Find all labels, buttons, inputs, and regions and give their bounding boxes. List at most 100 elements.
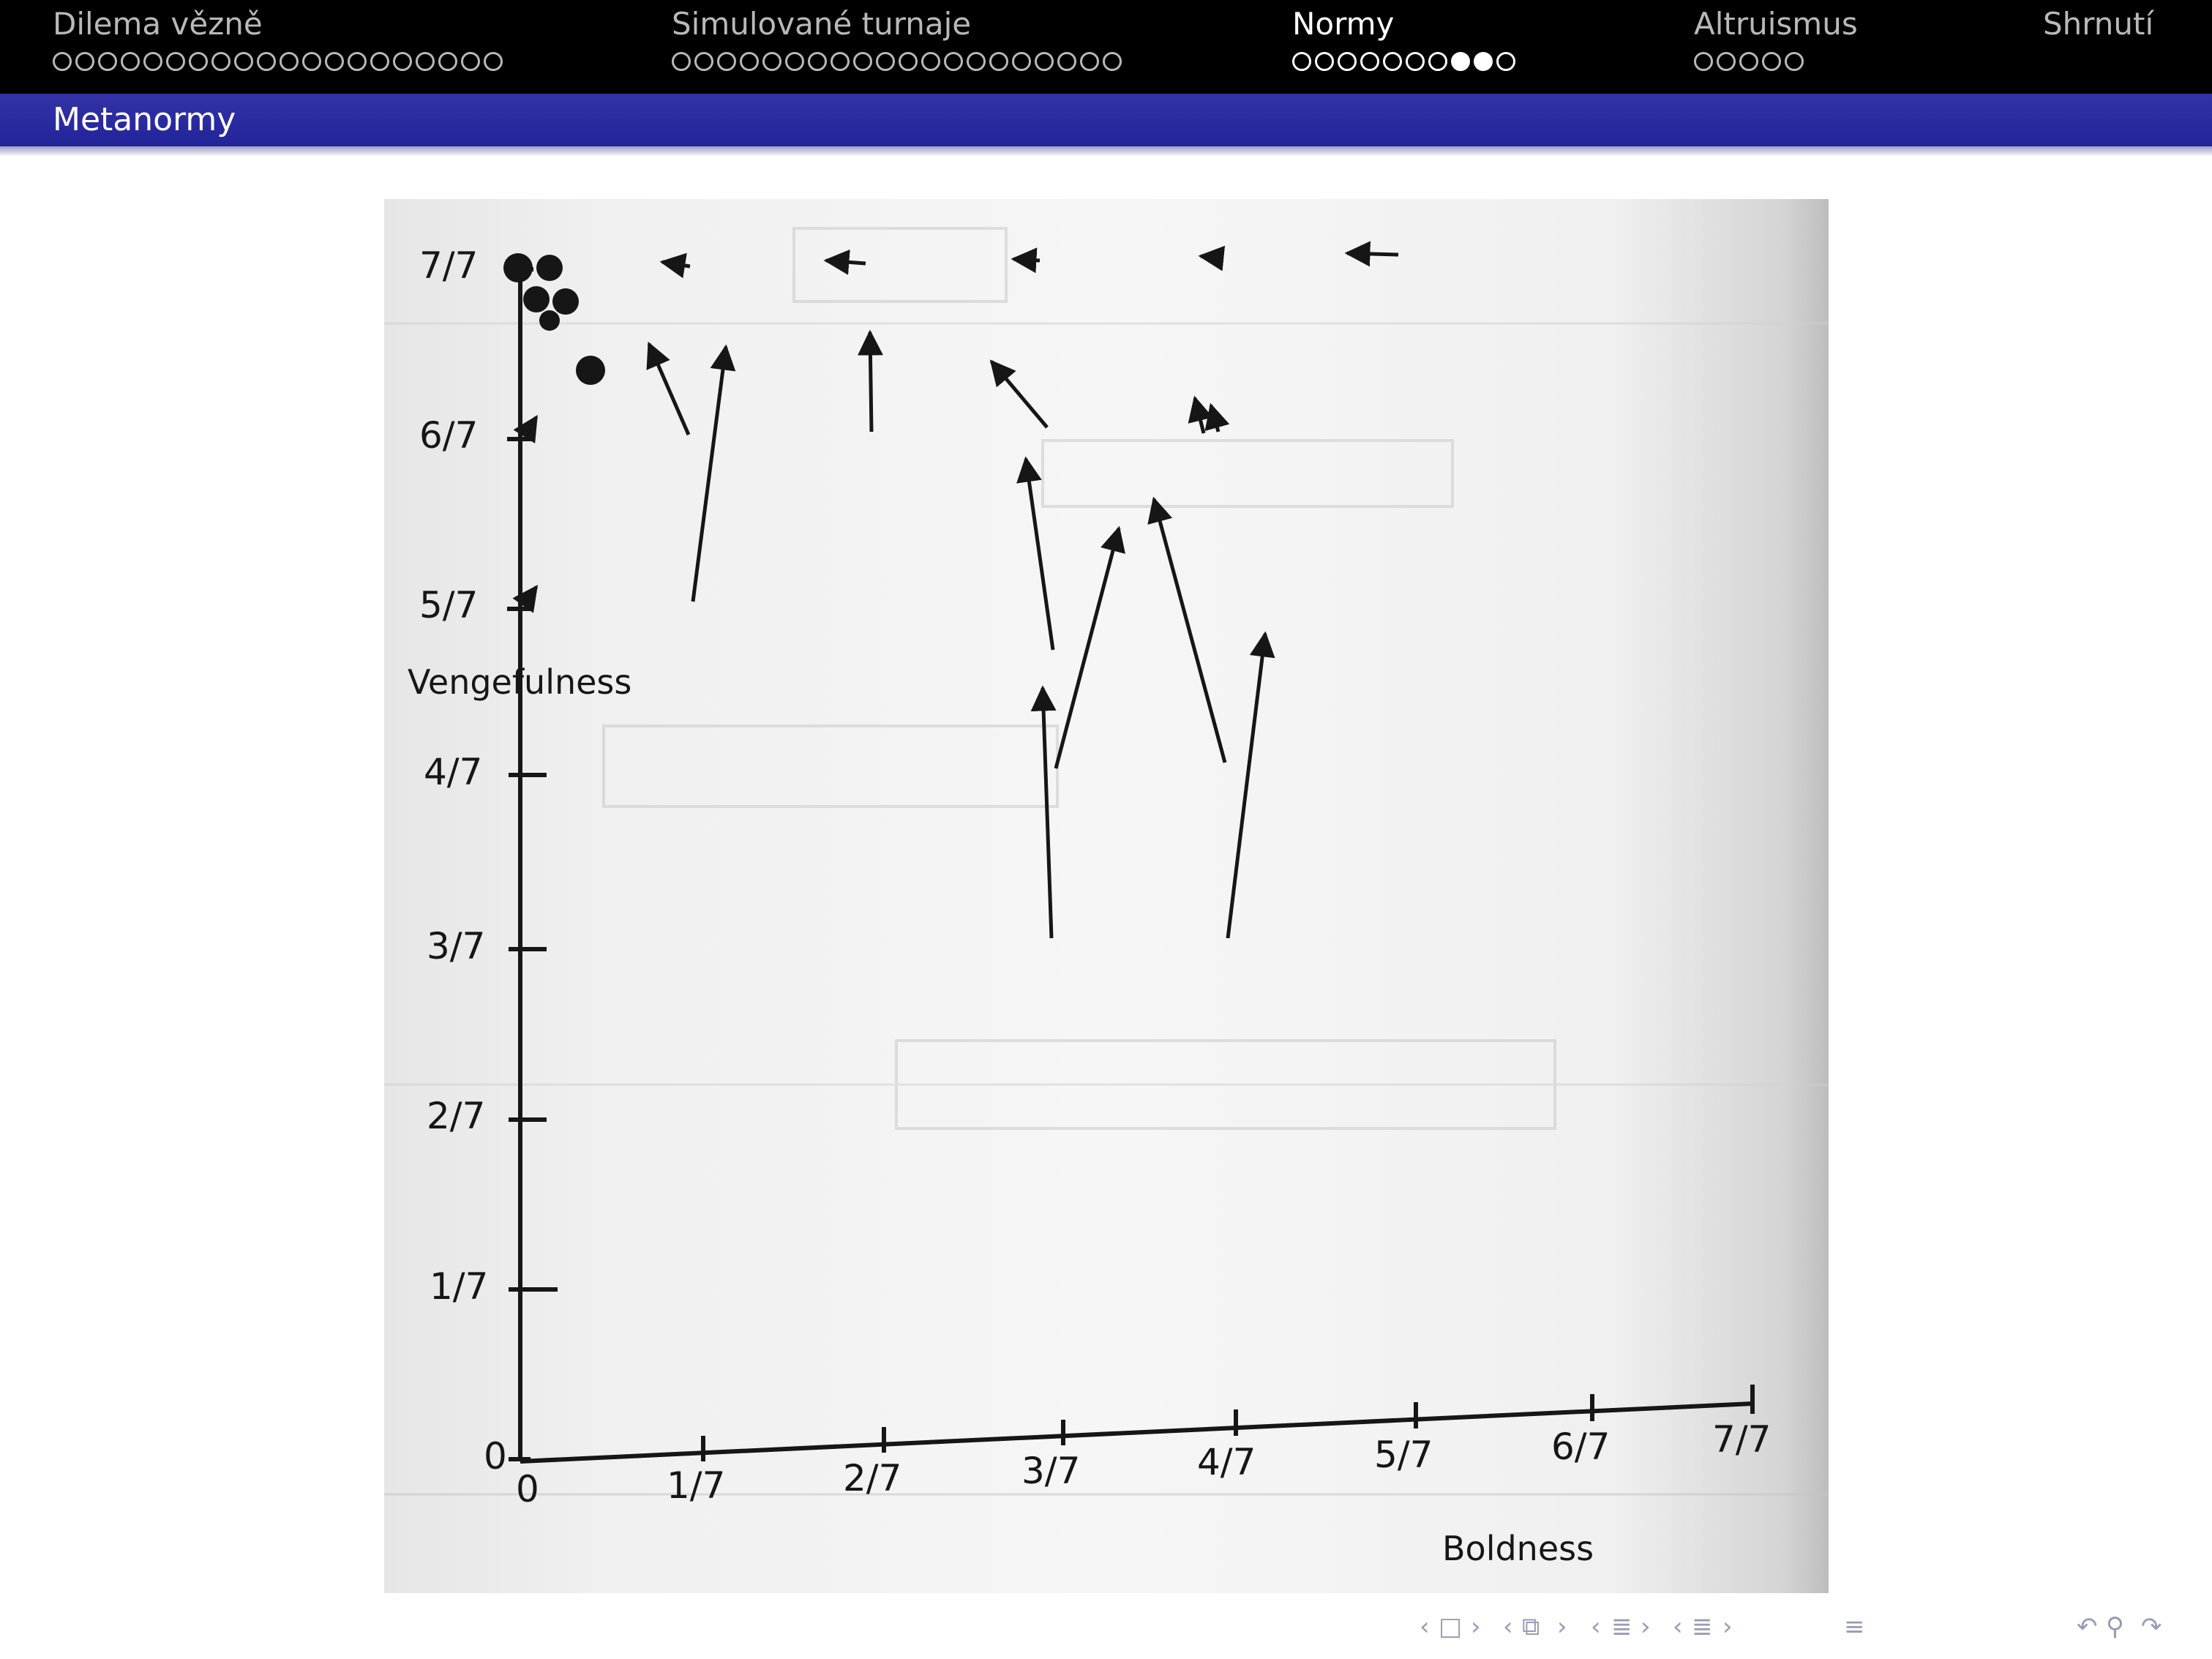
progress-dot[interactable] [325, 52, 344, 71]
nav-subsection-icon[interactable]: ⧉ [1522, 1612, 1540, 1641]
header-bar: Dilema vězně Simulované turnaje Normy Al… [0, 0, 2212, 94]
y-tick-label: 4/7 [424, 751, 482, 793]
progress-dot[interactable] [98, 52, 117, 71]
trajectory-arrows [512, 241, 1399, 939]
progress-dot[interactable] [211, 52, 230, 71]
progress-dot[interactable] [694, 52, 713, 71]
progress-dot[interactable] [1406, 52, 1425, 71]
nav-arrow-right-icon[interactable]: › [1722, 1612, 1733, 1641]
nav-arrow-left-icon[interactable]: ‹ [1673, 1612, 1683, 1641]
nav-arrow-right-icon[interactable]: › [1641, 1612, 1651, 1641]
progress-dot[interactable] [1080, 52, 1099, 71]
progress-dot[interactable] [717, 52, 736, 71]
progress-dot[interactable] [762, 52, 781, 71]
progress-dot[interactable] [1103, 52, 1122, 71]
section-title[interactable]: Simulované turnaje [672, 6, 972, 42]
progress-dot[interactable] [302, 52, 321, 71]
nav-arrow-right-icon[interactable]: › [1557, 1612, 1567, 1641]
nav-section-shrnuti[interactable]: Shrnutí [2043, 4, 2153, 44]
progress-dot[interactable] [808, 52, 827, 71]
progress-dot[interactable] [1360, 52, 1379, 71]
progress-dot[interactable] [1474, 52, 1493, 71]
progress-dot[interactable] [1338, 52, 1357, 71]
nav-section-normy[interactable]: Normy [1292, 4, 1515, 75]
nav-section-dilema[interactable]: Dilema vězně [53, 4, 503, 75]
nav-arrow-left-icon[interactable]: ‹ [1503, 1612, 1513, 1641]
progress-dot[interactable] [280, 52, 299, 71]
progress-dot[interactable] [348, 52, 367, 71]
progress-dot[interactable] [1785, 52, 1804, 71]
progress-dot[interactable] [257, 52, 276, 71]
progress-dot[interactable] [53, 52, 72, 71]
progress-dot[interactable] [143, 52, 162, 71]
progress-dot[interactable] [740, 52, 759, 71]
axes [518, 266, 1753, 1464]
nav-toc-icon[interactable]: ≡ [1844, 1612, 1865, 1641]
frame-title: Metanormy [53, 101, 236, 138]
progress-dot[interactable] [1292, 52, 1311, 71]
progress-dot[interactable] [121, 52, 140, 71]
x-tick-label: 7/7 [1712, 1418, 1771, 1461]
progress-dot[interactable] [1451, 52, 1470, 71]
section-title[interactable]: Dilema vězně [53, 6, 263, 42]
nav-section-turnaje[interactable]: Simulované turnaje [672, 4, 1122, 75]
y-tick-label: 1/7 [430, 1265, 488, 1308]
progress-dot[interactable] [1496, 52, 1515, 71]
section-title[interactable]: Altruismus [1694, 6, 1858, 42]
progress-dot[interactable] [876, 52, 895, 71]
progress-dot[interactable] [461, 52, 480, 71]
progress-dot[interactable] [1383, 52, 1402, 71]
progress-dot[interactable] [944, 52, 963, 71]
progress-dot[interactable] [967, 52, 986, 71]
scanned-figure: 7/7 6/7 5/7 4/7 3/7 2/7 1/7 0 0 1/7 2/7 … [384, 199, 1829, 1593]
progress-dot[interactable] [989, 52, 1008, 71]
beamer-navigation: ‹ □ › ‹ ⧉ › ‹ ≣ › ‹ ≣ › ≡ ↶ ⚲ ↷ [1420, 1610, 2195, 1644]
progress-dot[interactable] [785, 52, 804, 71]
nav-arrow-left-icon[interactable]: ‹ [1420, 1612, 1430, 1641]
nav-arrow-right-icon[interactable]: › [1471, 1612, 1481, 1641]
section-progress-dots[interactable] [1292, 48, 1515, 75]
nav-undo-icon[interactable]: ↶ [2077, 1612, 2098, 1641]
progress-dot[interactable] [899, 52, 918, 71]
progress-dot[interactable] [831, 52, 850, 71]
progress-dot[interactable] [393, 52, 412, 71]
progress-dot[interactable] [166, 52, 185, 71]
nav-document-icon[interactable]: ≣ [1692, 1612, 1713, 1641]
progress-dot[interactable] [189, 52, 208, 71]
progress-dot[interactable] [1035, 52, 1054, 71]
section-title[interactable]: Normy [1292, 6, 1395, 42]
progress-dot[interactable] [234, 52, 253, 71]
progress-dot[interactable] [1717, 52, 1736, 71]
nav-frame-icon[interactable]: □ [1439, 1612, 1463, 1641]
progress-dot[interactable] [1057, 52, 1076, 71]
progress-dot[interactable] [672, 52, 691, 71]
nav-section-altruismus[interactable]: Altruismus [1694, 4, 1858, 75]
title-shadow [0, 146, 2212, 157]
section-title[interactable]: Shrnutí [2043, 6, 2154, 42]
progress-dot[interactable] [484, 52, 503, 71]
nav-arrow-left-icon[interactable]: ‹ [1591, 1612, 1601, 1641]
progress-dot[interactable] [1739, 52, 1758, 71]
progress-dot[interactable] [75, 52, 94, 71]
progress-dot[interactable] [1315, 52, 1334, 71]
progress-dot[interactable] [921, 52, 940, 71]
progress-dot[interactable] [1762, 52, 1781, 71]
progress-dot[interactable] [370, 52, 389, 71]
progress-dot[interactable] [416, 52, 435, 71]
x-axis-title: Boldness [1442, 1529, 1594, 1568]
progress-dot[interactable] [438, 52, 457, 71]
progress-dot[interactable] [1012, 52, 1031, 71]
population-dots [503, 253, 605, 385]
nav-section-icon[interactable]: ≣ [1611, 1612, 1632, 1641]
section-progress-dots[interactable] [672, 48, 1122, 75]
section-progress-dots[interactable] [1694, 48, 1858, 75]
boldness-vengefulness-plot: 7/7 6/7 5/7 4/7 3/7 2/7 1/7 0 0 1/7 2/7 … [384, 227, 1829, 1568]
progress-dot[interactable] [1694, 52, 1713, 71]
progress-dot[interactable] [853, 52, 872, 71]
x-axis-line [520, 1401, 1753, 1464]
nav-redo-icon[interactable]: ↷ [2141, 1612, 2162, 1641]
nav-search-icon[interactable]: ⚲ [2106, 1612, 2124, 1641]
section-progress-dots[interactable] [53, 48, 503, 75]
y-tick-label: 6/7 [419, 414, 478, 457]
progress-dot[interactable] [1428, 52, 1447, 71]
